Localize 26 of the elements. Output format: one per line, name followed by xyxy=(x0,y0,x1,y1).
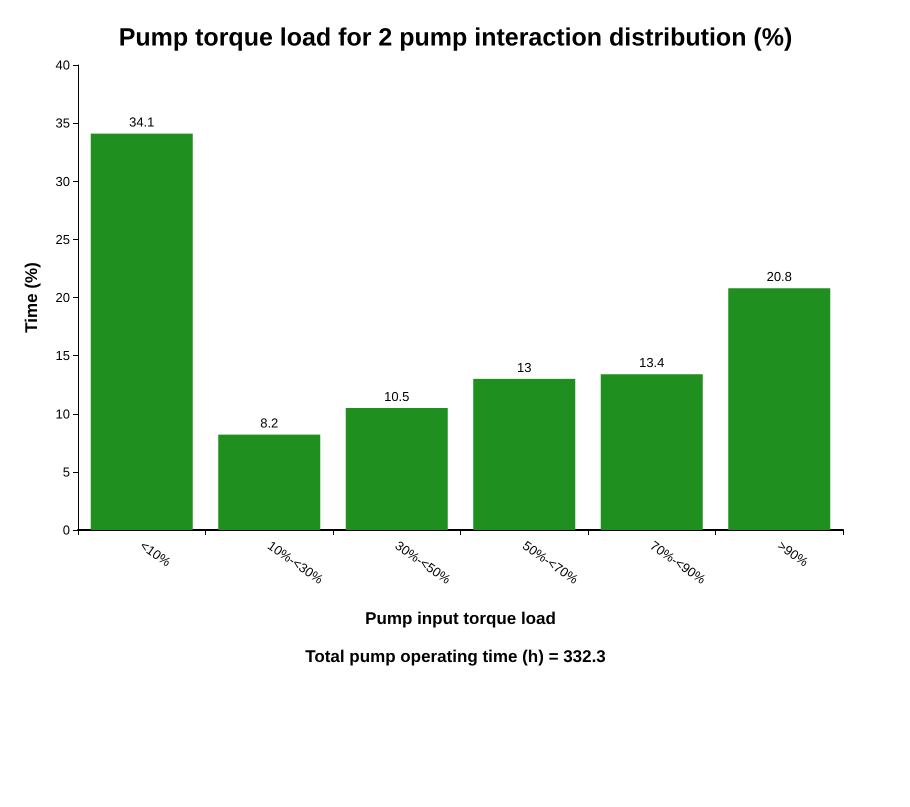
bar xyxy=(346,408,448,530)
data-label: 13 xyxy=(517,360,532,375)
bar xyxy=(90,134,193,530)
bar xyxy=(218,434,320,530)
bar xyxy=(473,378,576,530)
y-tick-label: 40 xyxy=(56,58,70,72)
y-axis-title: Time (%) xyxy=(22,262,41,333)
x-axis-title: Pump input torque load xyxy=(365,609,556,628)
data-label: 10.5 xyxy=(384,388,410,404)
y-tick-label: 20 xyxy=(56,290,70,305)
y-tick-label: 10 xyxy=(56,406,70,422)
y-tick-label: 0 xyxy=(62,522,70,538)
data-label: 20.8 xyxy=(766,269,792,284)
y-tick-label: 15 xyxy=(56,348,70,364)
bar xyxy=(728,288,830,530)
y-tick-label: 30 xyxy=(56,174,70,189)
y-tick-label: 25 xyxy=(56,232,70,247)
chart-title: Pump torque load for 2 pump interaction distribution (%) xyxy=(118,24,792,52)
data-label: 13.4 xyxy=(639,355,664,370)
data-label: 8.2 xyxy=(260,416,278,431)
bar xyxy=(600,374,703,530)
y-tick-label: 35 xyxy=(56,116,70,131)
data-label: 34.1 xyxy=(129,114,154,130)
x-tick-label: <10% xyxy=(137,538,174,570)
y-tick-label: 5 xyxy=(62,464,70,480)
text: Total pump operating time (h) = 332.3 xyxy=(305,647,606,666)
